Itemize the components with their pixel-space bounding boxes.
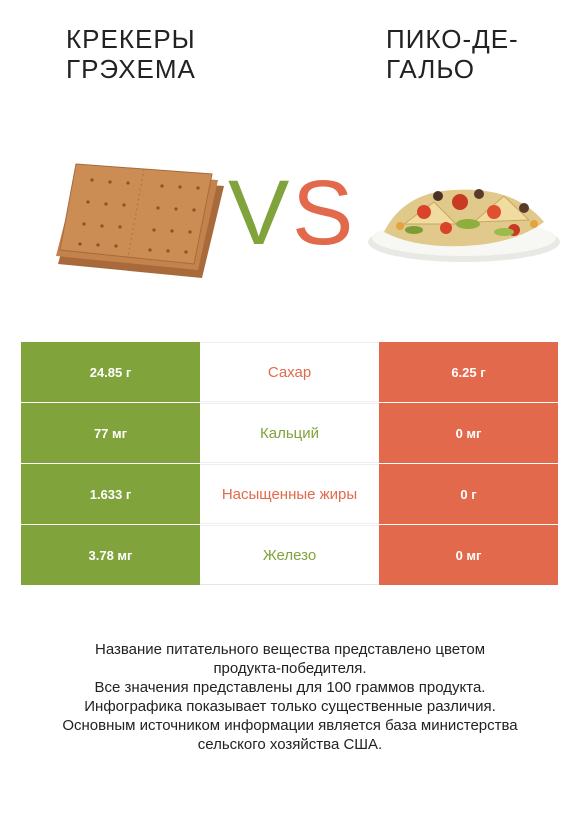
pico-de-gallo-image — [368, 189, 560, 262]
right-value: 0 мг — [379, 403, 558, 463]
footer-line: Название питательного вещества представл… — [94, 641, 486, 658]
left-value: 3.78 мг — [21, 525, 200, 585]
right-product-title: Пико-де-гальо — [386, 24, 519, 84]
graham-crackers-image — [56, 163, 224, 278]
nutrient-label: Насыщенные жиры — [200, 464, 379, 524]
footer-line: Основным источником информации является … — [62, 717, 518, 734]
footer-line: Все значения представлены для 100 граммо… — [94, 679, 486, 696]
nutrient-label: Сахар — [200, 342, 379, 402]
right-value: 0 г — [379, 464, 558, 524]
left-value: 1.633 г — [21, 464, 200, 524]
vs-left-letter: V — [228, 162, 289, 260]
footer-note: Название питательного вещества представл… — [20, 640, 560, 754]
vs-right-letter: S — [292, 162, 353, 260]
nutrient-label: Кальций — [200, 403, 379, 463]
footer-line: продукта-победителя. — [213, 660, 367, 677]
right-value: 0 мг — [379, 525, 558, 585]
vs-logo: V S — [228, 162, 353, 260]
left-value: 77 мг — [21, 403, 200, 463]
left-value: 24.85 г — [21, 342, 200, 402]
table-row: 3.78 мг Железо 0 мг — [21, 525, 558, 586]
table-row: 77 мг Кальций 0 мг — [21, 403, 558, 464]
footer-line: сельского хозяйства США. — [197, 736, 383, 753]
nutrient-label: Железо — [200, 525, 379, 585]
left-product-title: Крекеры грэхема — [66, 24, 196, 84]
right-value: 6.25 г — [379, 342, 558, 402]
footer-line: Инфографика показывает только существенн… — [84, 698, 496, 715]
comparison-table: 24.85 г Сахар 6.25 г 77 мг Кальций 0 мг … — [21, 342, 558, 586]
table-row: 24.85 г Сахар 6.25 г — [21, 342, 558, 403]
table-row: 1.633 г Насыщенные жиры 0 г — [21, 464, 558, 525]
